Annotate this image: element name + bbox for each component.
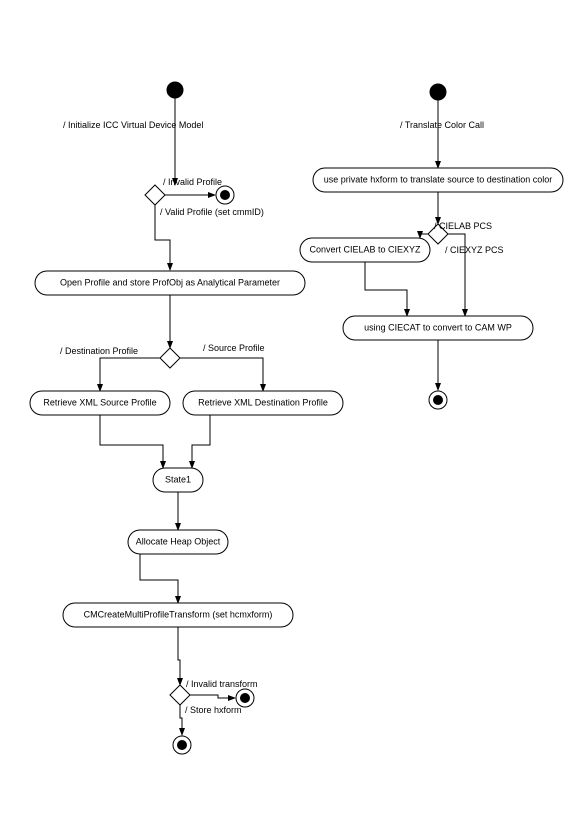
left-final-2-inner bbox=[240, 693, 250, 703]
edge bbox=[420, 234, 428, 238]
convert-label: Convert CIELAB to CIEXYZ bbox=[309, 244, 421, 254]
state1-label: State1 bbox=[165, 474, 191, 484]
edge bbox=[100, 415, 163, 468]
edge-label: / Store hxform bbox=[185, 705, 242, 715]
ciecat-label: using CIECAT to convert to CAM WP bbox=[364, 322, 512, 332]
edge bbox=[365, 262, 407, 316]
edge-label: / CIEXYZ PCS bbox=[445, 245, 504, 255]
edge-label: / CIELAB PCS bbox=[434, 221, 492, 231]
edge-label: / Initialize ICC Virtual Device Model bbox=[63, 120, 203, 130]
edge-label: / Invalid transform bbox=[186, 679, 258, 689]
right-final-inner bbox=[433, 395, 443, 405]
cmcreate-label: CMCreateMultiProfileTransform (set hcmxf… bbox=[84, 609, 273, 619]
left-decision-2 bbox=[160, 348, 180, 368]
right-initial bbox=[430, 84, 446, 100]
edge bbox=[100, 358, 160, 391]
edge bbox=[180, 358, 263, 391]
edge-label: / Source Profile bbox=[203, 343, 265, 353]
left-final-1-inner bbox=[220, 190, 230, 200]
edge bbox=[140, 554, 178, 603]
open-profile-label: Open Profile and store ProfObj as Analyt… bbox=[60, 277, 280, 287]
use-private-label: use private hxform to translate source t… bbox=[324, 174, 553, 184]
edge-label: / Destination Profile bbox=[60, 346, 138, 356]
allocate-label: Allocate Heap Object bbox=[136, 536, 221, 546]
edge bbox=[180, 705, 182, 735]
left-decision-1 bbox=[145, 185, 165, 205]
edge-label: / Invalid Profile bbox=[163, 177, 222, 187]
edge-label: / Translate Color Call bbox=[400, 120, 484, 130]
edge bbox=[190, 695, 235, 698]
edge-label: / Valid Profile (set cmmID) bbox=[160, 207, 264, 217]
retrieve-source-label: Retrieve XML Source Profile bbox=[43, 397, 156, 407]
left-initial bbox=[167, 82, 183, 98]
edge bbox=[192, 415, 210, 468]
left-final-3-inner bbox=[177, 740, 187, 750]
activity-diagram: / Initialize ICC Virtual Device Model / … bbox=[0, 0, 577, 825]
edge bbox=[178, 627, 180, 685]
retrieve-dest-label: Retrieve XML Destination Profile bbox=[198, 397, 328, 407]
